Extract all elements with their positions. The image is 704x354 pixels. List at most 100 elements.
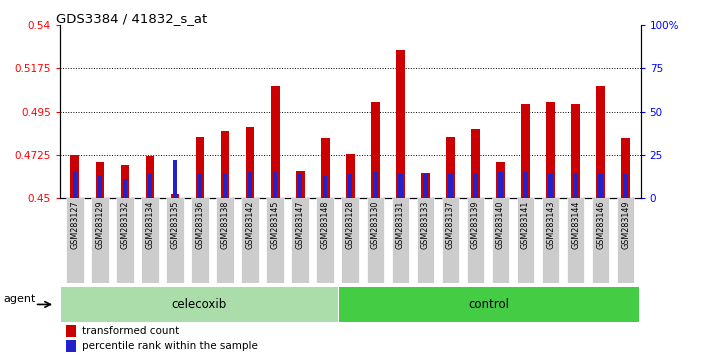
Text: GSM283148: GSM283148 bbox=[321, 201, 329, 249]
Bar bbox=[273, 172, 277, 198]
Bar bbox=[491, 198, 509, 283]
Bar bbox=[146, 156, 154, 198]
Bar bbox=[467, 198, 484, 283]
Bar bbox=[148, 174, 152, 198]
Bar bbox=[120, 165, 130, 198]
Text: GSM283135: GSM283135 bbox=[170, 201, 180, 249]
Bar bbox=[396, 50, 405, 198]
Bar bbox=[70, 155, 80, 198]
Bar bbox=[523, 172, 528, 198]
Bar bbox=[271, 86, 279, 198]
Text: percentile rank within the sample: percentile rank within the sample bbox=[82, 341, 258, 351]
Text: GSM283130: GSM283130 bbox=[371, 201, 379, 249]
Text: GSM283138: GSM283138 bbox=[220, 201, 230, 249]
Text: GSM283139: GSM283139 bbox=[471, 201, 480, 249]
Bar bbox=[346, 154, 355, 198]
Bar bbox=[241, 198, 259, 283]
Text: GSM283136: GSM283136 bbox=[196, 201, 205, 249]
Text: GSM283140: GSM283140 bbox=[496, 201, 505, 249]
Bar bbox=[473, 174, 478, 198]
Bar bbox=[596, 86, 605, 198]
Bar bbox=[367, 198, 384, 283]
Bar bbox=[496, 162, 505, 198]
Bar bbox=[321, 138, 329, 198]
Bar bbox=[517, 198, 534, 283]
Bar bbox=[96, 162, 104, 198]
Bar bbox=[298, 174, 303, 198]
Bar bbox=[617, 198, 634, 283]
Bar bbox=[348, 174, 353, 198]
Bar bbox=[291, 198, 309, 283]
Text: celecoxib: celecoxib bbox=[172, 298, 227, 311]
Bar bbox=[166, 198, 184, 283]
Bar bbox=[66, 198, 84, 283]
Bar bbox=[373, 172, 377, 198]
Text: GSM283147: GSM283147 bbox=[296, 201, 305, 249]
Bar bbox=[198, 174, 202, 198]
Bar bbox=[172, 160, 177, 198]
Bar bbox=[323, 176, 327, 198]
Text: GSM283142: GSM283142 bbox=[246, 201, 255, 249]
Bar bbox=[417, 198, 434, 283]
Bar bbox=[222, 174, 227, 198]
Text: GSM283137: GSM283137 bbox=[446, 201, 455, 249]
Bar bbox=[266, 198, 284, 283]
Text: GSM283145: GSM283145 bbox=[270, 201, 279, 249]
Text: GSM283141: GSM283141 bbox=[521, 201, 530, 249]
Bar bbox=[441, 198, 459, 283]
Bar bbox=[471, 129, 480, 198]
Text: agent: agent bbox=[3, 294, 35, 304]
Bar bbox=[216, 198, 234, 283]
Text: GDS3384 / 41832_s_at: GDS3384 / 41832_s_at bbox=[56, 12, 208, 25]
Text: GSM283129: GSM283129 bbox=[96, 201, 104, 250]
Bar bbox=[571, 104, 580, 198]
Bar bbox=[448, 174, 453, 198]
Bar bbox=[423, 174, 427, 198]
Bar bbox=[246, 127, 254, 198]
Text: GSM283131: GSM283131 bbox=[396, 201, 405, 249]
Bar bbox=[371, 102, 379, 198]
Bar bbox=[598, 174, 603, 198]
Bar bbox=[548, 174, 553, 198]
Bar bbox=[65, 325, 76, 337]
Bar bbox=[446, 137, 455, 198]
Text: GSM283132: GSM283132 bbox=[120, 201, 130, 249]
Bar bbox=[91, 198, 108, 283]
Bar bbox=[621, 138, 630, 198]
Text: control: control bbox=[469, 298, 510, 311]
Bar bbox=[341, 198, 359, 283]
Bar bbox=[316, 198, 334, 283]
Bar bbox=[296, 171, 305, 198]
Bar bbox=[220, 131, 230, 198]
Bar bbox=[142, 198, 158, 283]
Bar bbox=[73, 172, 77, 198]
Bar bbox=[498, 172, 503, 198]
Text: GSM283144: GSM283144 bbox=[571, 201, 580, 249]
Bar bbox=[248, 172, 252, 198]
Bar bbox=[391, 198, 409, 283]
Bar bbox=[196, 137, 204, 198]
Bar bbox=[65, 340, 76, 353]
Bar bbox=[191, 198, 209, 283]
Text: transformed count: transformed count bbox=[82, 326, 179, 336]
Bar bbox=[567, 198, 584, 283]
Text: GSM283149: GSM283149 bbox=[621, 201, 630, 249]
Bar bbox=[542, 198, 559, 283]
Bar bbox=[398, 174, 403, 198]
Text: GSM283143: GSM283143 bbox=[546, 201, 555, 249]
Bar bbox=[623, 174, 628, 198]
Bar bbox=[421, 173, 429, 198]
Text: GSM283127: GSM283127 bbox=[70, 201, 80, 250]
Bar bbox=[339, 287, 639, 322]
Bar bbox=[98, 176, 102, 198]
Bar bbox=[573, 174, 578, 198]
Bar bbox=[170, 194, 180, 198]
Text: GSM283146: GSM283146 bbox=[596, 201, 605, 249]
Bar bbox=[521, 104, 530, 198]
Text: GSM283134: GSM283134 bbox=[146, 201, 154, 249]
Text: GSM283133: GSM283133 bbox=[421, 201, 430, 249]
Bar bbox=[116, 198, 134, 283]
Bar bbox=[592, 198, 610, 283]
Text: GSM283128: GSM283128 bbox=[346, 201, 355, 249]
Bar bbox=[122, 179, 127, 198]
